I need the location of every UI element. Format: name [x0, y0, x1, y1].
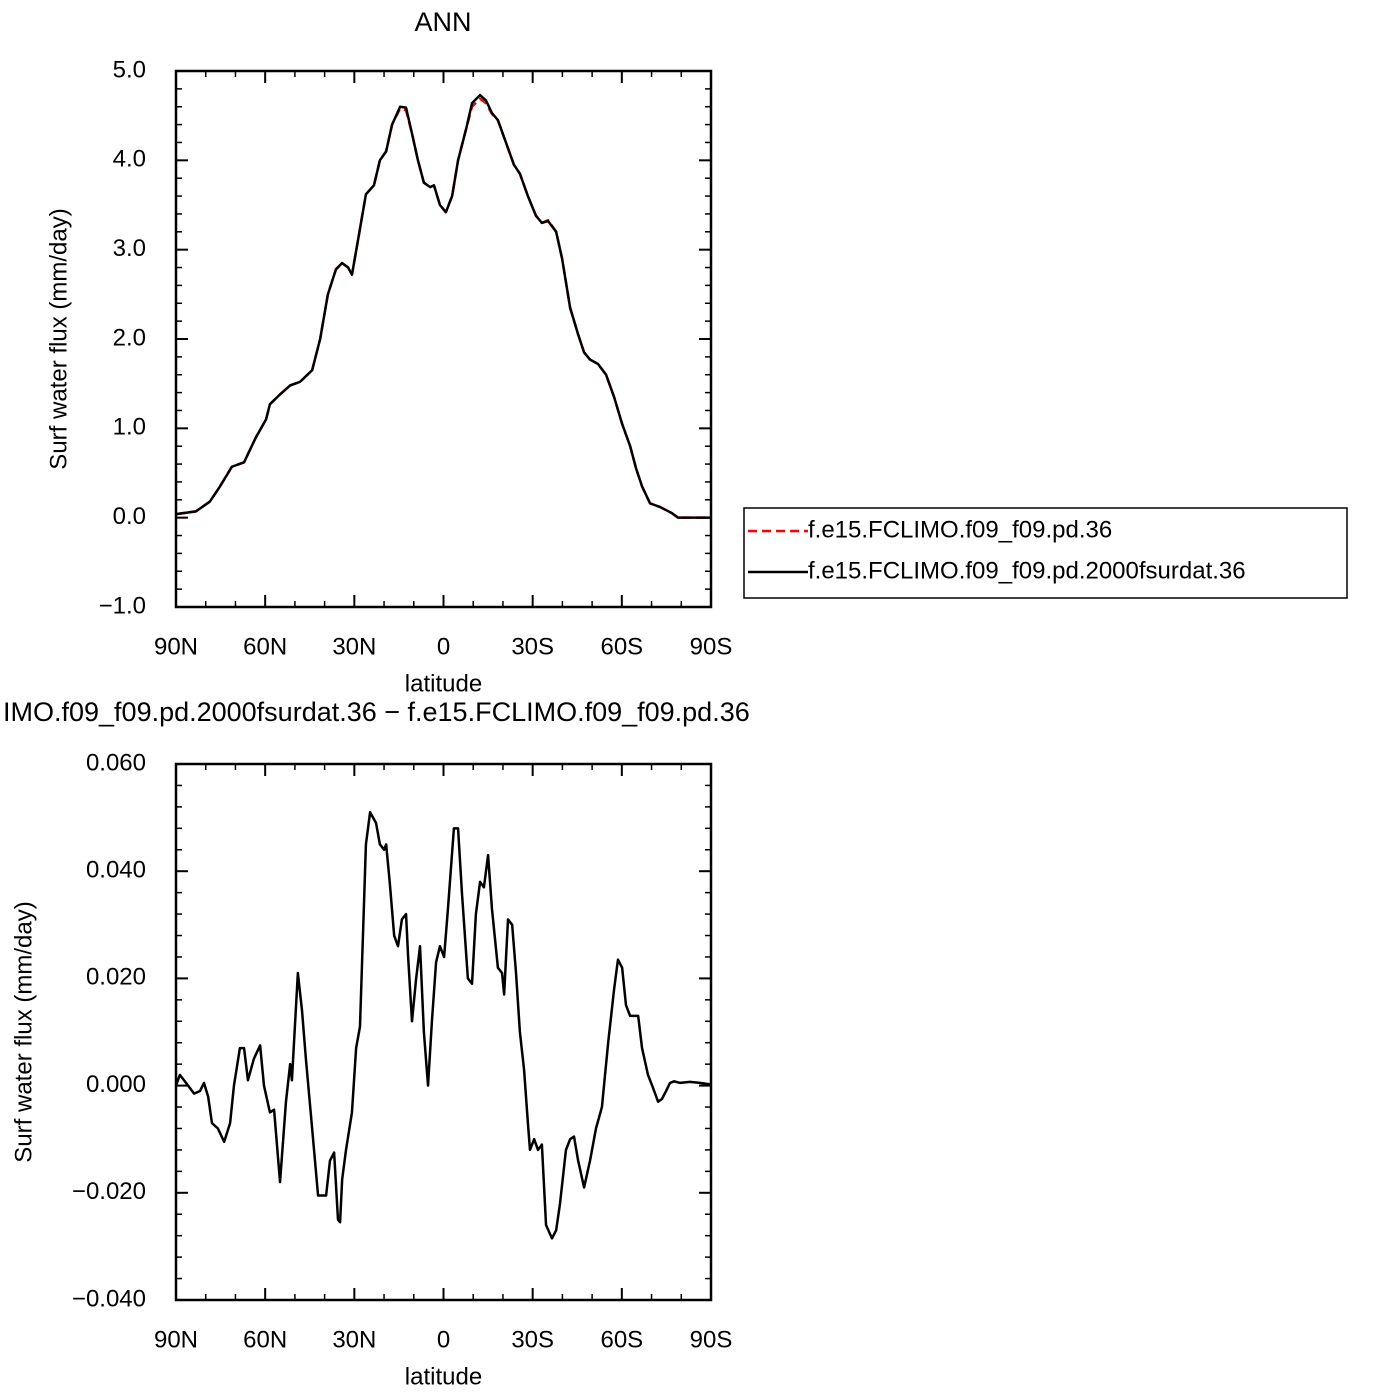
y-tick-label: 1.0 [113, 414, 146, 441]
x-axis-label: latitude [405, 1363, 482, 1390]
data-line [175, 93, 711, 519]
y-axis-label: Surf water flux (mm/day) [10, 901, 37, 1162]
y-tick-label: −0.040 [72, 1285, 146, 1312]
x-tick-label: 60N [243, 633, 287, 660]
x-tick-label: 30S [511, 1326, 554, 1353]
y-tick-label: 0.040 [86, 857, 146, 884]
x-tick-label: 0 [437, 633, 450, 660]
y-tick-label: −0.020 [72, 1178, 146, 1205]
x-tick-label: 30N [332, 633, 376, 660]
y-tick-label: 0.020 [86, 964, 146, 991]
x-tick-label: 30N [332, 1326, 376, 1353]
x-tick-label: 60N [243, 1326, 287, 1353]
x-tick-label: 60S [600, 1326, 643, 1353]
x-tick-label: 90N [154, 633, 198, 660]
x-tick-label: 0 [437, 1326, 450, 1353]
x-tick-label: 30S [511, 633, 554, 660]
y-tick-label: 0.000 [86, 1071, 146, 1098]
chart-title: IMO.f09_f09.pd.2000fsurdat.36 − f.e15.FC… [3, 697, 750, 727]
data-line [174, 810, 712, 1240]
x-tick-label: 90S [690, 633, 733, 660]
y-tick-label: 4.0 [113, 146, 146, 173]
y-axis-label: Surf water flux (mm/day) [45, 208, 72, 469]
x-tick-label: 90S [690, 1326, 733, 1353]
x-axis-label: latitude [405, 670, 482, 697]
y-tick-label: 0.0 [113, 503, 146, 530]
y-tick-label: −1.0 [99, 592, 146, 619]
y-tick-label: 3.0 [113, 235, 146, 262]
plot-frame [174, 762, 713, 1302]
chart-title: ANN [414, 7, 471, 37]
y-tick-label: 2.0 [113, 324, 146, 351]
legend-label: f.e15.FCLIMO.f09_f09.pd.2000fsurdat.36 [808, 557, 1246, 584]
y-tick-label: 5.0 [113, 56, 146, 83]
y-tick-label: 0.060 [86, 749, 146, 776]
x-tick-label: 60S [600, 633, 643, 660]
legend-box [743, 507, 1348, 599]
legend-label: f.e15.FCLIMO.f09_f09.pd.36 [808, 516, 1112, 543]
x-tick-label: 90N [154, 1326, 198, 1353]
data-line [175, 97, 711, 519]
plot-frame [174, 69, 713, 609]
